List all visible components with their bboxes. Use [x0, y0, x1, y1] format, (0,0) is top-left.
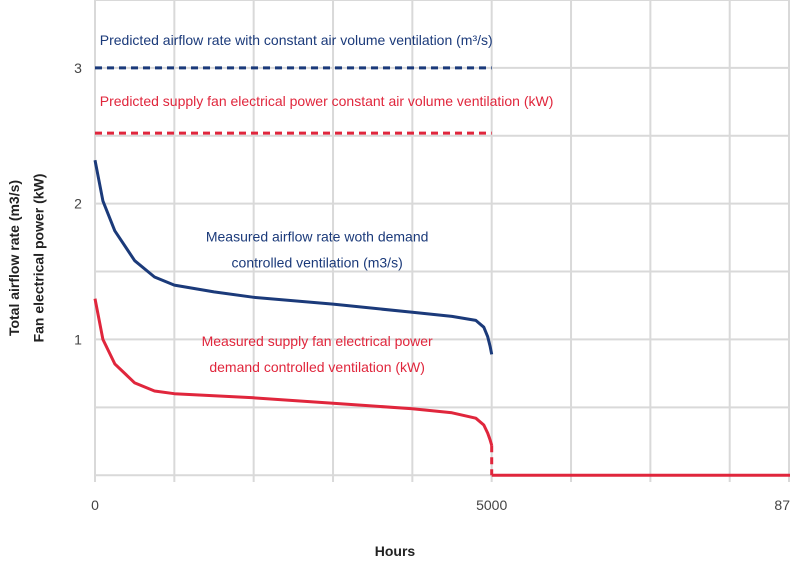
series-annotation-2: Measured airflow rate woth demand — [206, 229, 429, 245]
series-line-3 — [93, 298, 494, 446]
series-annotation-2: controlled ventilation (m3/s) — [232, 255, 403, 271]
series-annotations: Predicted airflow rate with constant air… — [100, 32, 554, 375]
x-tick-label: 5000 — [476, 497, 507, 513]
series-annotation-0: Predicted airflow rate with constant air… — [100, 32, 493, 48]
chart-grid — [94, 0, 790, 482]
series-annotation-3: Measured supply fan electrical power — [202, 333, 433, 349]
y-tick-label: 3 — [74, 60, 82, 76]
series-line-2 — [93, 159, 494, 355]
y-axis-ticks: 1 2 3 — [74, 60, 82, 348]
x-axis-label: Hours — [374, 543, 416, 559]
chart-series — [93, 66, 790, 477]
x-axis-ticks: 0 5000 8760 — [91, 497, 790, 513]
y-axis-label-power: Fan electrical power (kW) — [29, 173, 46, 343]
y-tick-label: 1 — [74, 331, 82, 347]
y-tick-label: 2 — [74, 196, 82, 212]
x-tick-label: 0 — [91, 497, 99, 513]
x-tick-label: 8760 — [774, 497, 790, 513]
series-annotation-1: Predicted supply fan electrical power co… — [100, 93, 554, 109]
series-annotation-3: demand controlled ventilation (kW) — [209, 359, 425, 375]
y-axis-label-airflow: Total airflow rate (m3/s) — [6, 179, 23, 337]
